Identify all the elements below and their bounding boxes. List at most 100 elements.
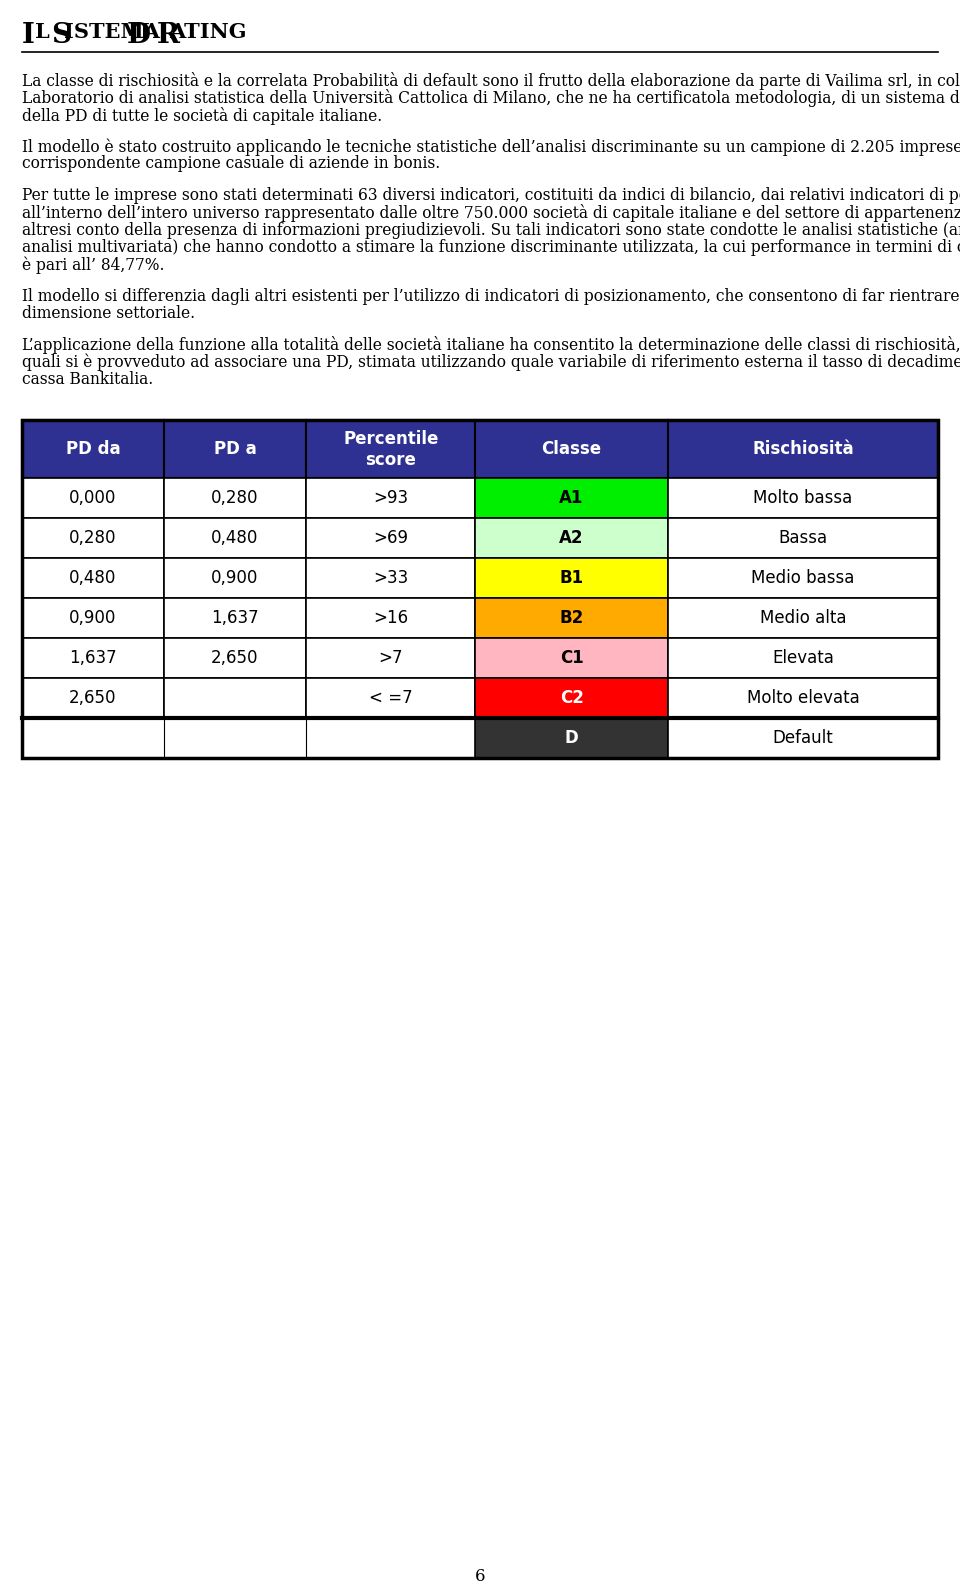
Text: Percentile
score: Percentile score	[343, 430, 439, 469]
Text: della PD di tutte le società di capitale italiane.: della PD di tutte le società di capitale…	[22, 107, 382, 124]
Text: 1,637: 1,637	[211, 609, 259, 627]
Text: corrispondente campione casuale di aziende in bonis.: corrispondente campione casuale di azien…	[22, 156, 441, 172]
Text: 2,650: 2,650	[211, 649, 258, 667]
Text: A2: A2	[560, 530, 584, 547]
Text: 0,480: 0,480	[69, 570, 117, 587]
Bar	[164, 598, 306, 638]
Text: Il modello si differenzia dagli altri esistenti per l’utilizzo di indicatori di : Il modello si differenzia dagli altri es…	[22, 288, 960, 304]
Text: C2: C2	[560, 689, 584, 708]
Text: è pari all’ 84,77%.: è pari all’ 84,77%.	[22, 256, 164, 274]
Bar	[164, 719, 306, 759]
Bar	[164, 558, 306, 598]
Text: Rischiosità: Rischiosità	[752, 441, 853, 458]
Text: PD a: PD a	[213, 441, 256, 458]
Bar	[306, 678, 475, 719]
Text: 0,900: 0,900	[69, 609, 117, 627]
Text: Laboratorio di analisi statistica della Università Cattolica di Milano, che ne h: Laboratorio di analisi statistica della …	[22, 89, 960, 107]
Text: cassa Bankitalia.: cassa Bankitalia.	[22, 371, 154, 388]
Text: Medio bassa: Medio bassa	[752, 570, 854, 587]
Bar	[22, 719, 164, 759]
Bar	[22, 598, 164, 638]
Text: Molto elevata: Molto elevata	[747, 689, 859, 708]
Bar	[164, 479, 306, 519]
Text: dimensione settoriale.: dimensione settoriale.	[22, 305, 195, 321]
Bar	[475, 598, 668, 638]
Text: La classe di rischiosità e la correlata Probabilità di default sono il frutto de: La classe di rischiosità e la correlata …	[22, 72, 960, 91]
Text: ISTEMA: ISTEMA	[64, 22, 160, 41]
Text: analisi multivariata) che hanno condotto a stimare la funzione discriminante uti: analisi multivariata) che hanno condotto…	[22, 239, 960, 256]
Text: < =7: < =7	[369, 689, 413, 708]
Bar	[475, 558, 668, 598]
Bar	[668, 598, 938, 638]
Bar	[475, 638, 668, 678]
Text: I: I	[140, 22, 150, 41]
Bar	[668, 420, 938, 479]
Bar	[306, 479, 475, 519]
Text: >33: >33	[373, 570, 408, 587]
Bar	[22, 638, 164, 678]
Text: S: S	[51, 22, 71, 49]
Bar	[22, 420, 938, 759]
Bar	[306, 638, 475, 678]
Text: ATING: ATING	[169, 22, 247, 41]
Text: >16: >16	[373, 609, 408, 627]
Text: Medio alta: Medio alta	[759, 609, 846, 627]
Bar	[668, 558, 938, 598]
Bar	[22, 479, 164, 519]
Text: L: L	[35, 22, 50, 41]
Bar	[306, 598, 475, 638]
Bar	[475, 719, 668, 759]
Text: 2,650: 2,650	[69, 689, 117, 708]
Text: 0,900: 0,900	[211, 570, 258, 587]
Text: L’applicazione della funzione alla totalità delle società italiane ha consentito: L’applicazione della funzione alla total…	[22, 336, 960, 355]
Text: Classe: Classe	[541, 441, 602, 458]
Text: all’interno dell’intero universo rappresentato dalle oltre 750.000 società di ca: all’interno dell’intero universo rappres…	[22, 204, 960, 223]
Bar	[475, 678, 668, 719]
Text: Per tutte le imprese sono stati determinati 63 diversi indicatori, costituiti da: Per tutte le imprese sono stati determin…	[22, 186, 960, 204]
Text: Bassa: Bassa	[779, 530, 828, 547]
Bar	[306, 558, 475, 598]
Text: D: D	[127, 22, 151, 49]
Text: 1,637: 1,637	[69, 649, 117, 667]
Bar	[306, 719, 475, 759]
Text: Molto bassa: Molto bassa	[754, 490, 852, 508]
Text: >93: >93	[373, 490, 408, 508]
Text: B1: B1	[560, 570, 584, 587]
Text: 6: 6	[475, 1569, 485, 1585]
Text: Elevata: Elevata	[772, 649, 834, 667]
Text: R: R	[156, 22, 180, 49]
Text: 0,000: 0,000	[69, 490, 117, 508]
Text: Default: Default	[773, 729, 833, 748]
Bar	[306, 519, 475, 558]
Text: >69: >69	[373, 530, 408, 547]
Text: 0,280: 0,280	[211, 490, 258, 508]
Text: quali si è provveduto ad associare una PD, stimata utilizzando quale variabile d: quali si è provveduto ad associare una P…	[22, 353, 960, 371]
Text: A1: A1	[560, 490, 584, 508]
Bar	[668, 719, 938, 759]
Bar	[668, 678, 938, 719]
Bar	[668, 479, 938, 519]
Bar	[668, 519, 938, 558]
Text: PD da: PD da	[65, 441, 120, 458]
Bar	[22, 558, 164, 598]
Text: altresi conto della presenza di informazioni pregiudizievoli. Su tali indicatori: altresi conto della presenza di informaz…	[22, 221, 960, 239]
Bar	[668, 638, 938, 678]
Bar	[475, 420, 668, 479]
Bar	[306, 420, 475, 479]
Bar	[475, 479, 668, 519]
Bar	[164, 678, 306, 719]
Text: Il modello è stato costruito applicando le tecniche statistiche dell’analisi dis: Il modello è stato costruito applicando …	[22, 138, 960, 156]
Bar	[22, 678, 164, 719]
Text: C1: C1	[560, 649, 584, 667]
Text: >7: >7	[378, 649, 403, 667]
Bar	[164, 638, 306, 678]
Bar	[164, 420, 306, 479]
Text: 0,480: 0,480	[211, 530, 258, 547]
Bar	[22, 420, 164, 479]
Bar	[475, 519, 668, 558]
Text: B2: B2	[560, 609, 584, 627]
Bar	[22, 519, 164, 558]
Text: D: D	[564, 729, 579, 748]
Text: 0,280: 0,280	[69, 530, 117, 547]
Text: I: I	[22, 22, 35, 49]
